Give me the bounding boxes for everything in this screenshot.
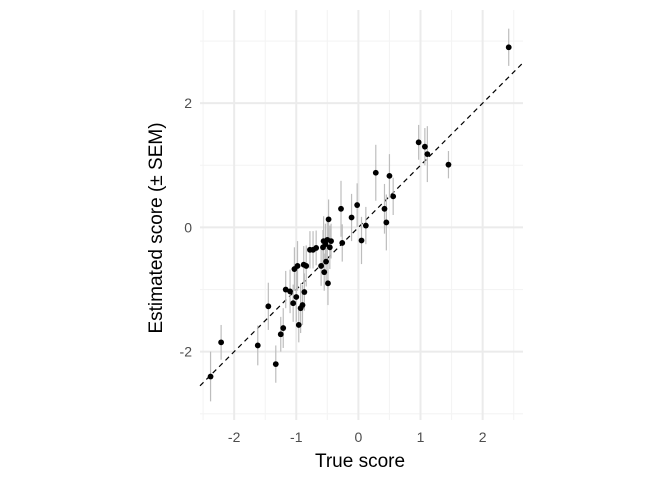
data-point xyxy=(282,286,289,293)
data-point xyxy=(415,139,422,146)
data-point xyxy=(207,373,214,380)
data-point xyxy=(272,361,279,367)
data-point xyxy=(383,219,390,226)
data-point xyxy=(265,303,272,310)
x-tick-label: 1 xyxy=(417,429,425,445)
data-point xyxy=(277,331,284,338)
data-point xyxy=(323,258,329,265)
data-point xyxy=(424,151,431,158)
data-point xyxy=(386,172,393,179)
data-point xyxy=(505,44,512,51)
data-point xyxy=(287,288,293,295)
data-point xyxy=(254,342,261,349)
data-point xyxy=(325,216,332,223)
data-point xyxy=(445,161,452,168)
y-axis-title: Estimated score (± SEM) xyxy=(146,122,167,333)
data-point xyxy=(372,169,379,176)
x-tick-label: 2 xyxy=(479,429,487,445)
x-tick-label: 0 xyxy=(354,429,362,445)
y-tick-label: -2 xyxy=(180,344,193,360)
data-point xyxy=(354,202,361,208)
x-axis-tick-labels: -2 -1 0 1 2 xyxy=(228,429,487,445)
x-axis-title: True score xyxy=(315,451,405,472)
data-point xyxy=(290,300,297,307)
data-points xyxy=(207,44,512,380)
data-point xyxy=(381,205,388,212)
data-point xyxy=(295,322,302,328)
y-axis-tick-labels: -2 0 2 xyxy=(180,95,193,359)
x-tick-label: -1 xyxy=(290,429,303,445)
data-point xyxy=(303,263,310,269)
data-point xyxy=(326,244,333,251)
data-point xyxy=(325,280,331,287)
data-point xyxy=(218,339,225,346)
data-point xyxy=(348,214,355,221)
major-gridlines xyxy=(200,10,523,420)
minor-gridlines xyxy=(200,10,523,420)
data-point xyxy=(339,240,346,246)
data-point xyxy=(293,294,300,300)
data-point xyxy=(299,302,306,308)
data-point xyxy=(318,263,325,269)
y-tick-label: 2 xyxy=(184,95,192,111)
data-point xyxy=(328,238,334,244)
data-point xyxy=(421,143,428,150)
data-point xyxy=(321,269,328,276)
data-point xyxy=(294,263,301,269)
data-point xyxy=(390,193,397,200)
x-tick-label: -2 xyxy=(228,429,241,445)
data-point xyxy=(301,289,308,295)
data-point xyxy=(313,245,320,251)
data-point xyxy=(358,237,365,244)
data-point xyxy=(362,222,369,229)
data-point xyxy=(280,325,287,331)
data-point xyxy=(338,205,344,212)
data-point xyxy=(322,241,329,248)
y-tick-label: 0 xyxy=(184,219,192,235)
